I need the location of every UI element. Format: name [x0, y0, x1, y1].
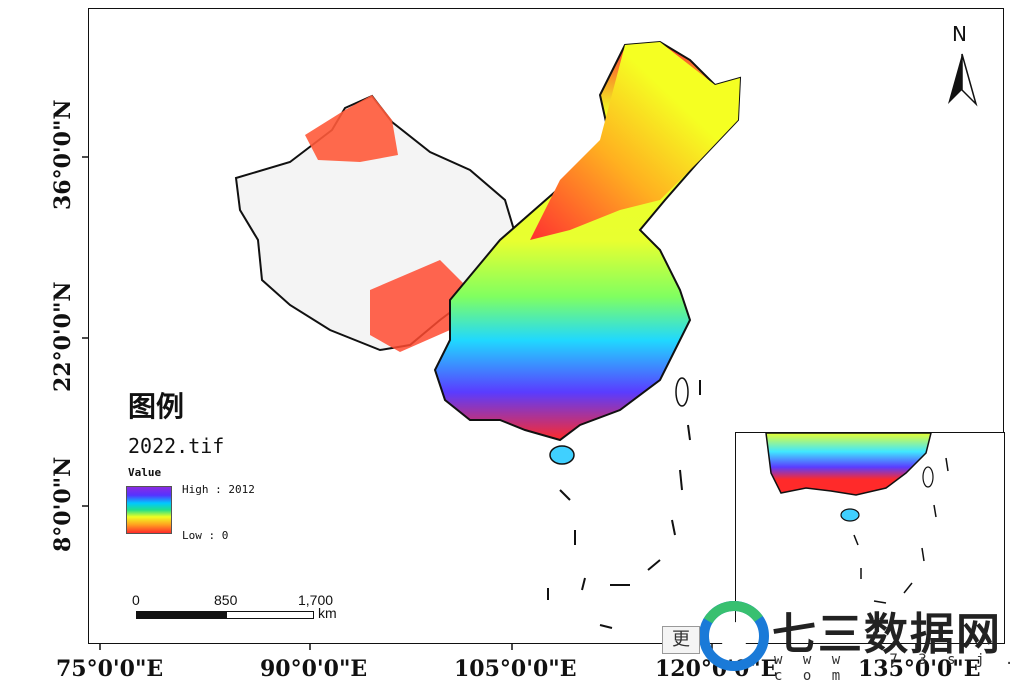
legend-file-name: 2022.tif [128, 434, 225, 458]
scalebar-segment-white [226, 611, 314, 619]
north-arrow-icon: N [940, 22, 990, 112]
watermark-brand: 七三数据网 [772, 609, 1002, 660]
sea-boundary-dashes [547, 380, 701, 629]
lon-label-105: 105°0'0"E [454, 656, 577, 682]
scalebar-label-0: 0 [132, 592, 140, 608]
legend-color-ramp [126, 486, 172, 534]
northeast-region [530, 42, 740, 240]
lat-label-36: 36°0'0"N [50, 99, 76, 210]
tibet-red-zone [370, 260, 470, 352]
lat-label-22: 22°0'0"N [50, 281, 76, 392]
xinjiang-red-zone [305, 95, 398, 162]
hainan-island [549, 445, 575, 465]
taiwan-island [675, 377, 689, 407]
scalebar-segment-black [136, 611, 226, 619]
legend-high-label: High : 2012 [182, 483, 255, 496]
watermark-url: w w w . 7 3 s j . c o m [774, 652, 1020, 684]
lat-label-8: 8°0'0"N [50, 456, 76, 552]
scalebar-label-1700: 1,700 [298, 592, 334, 608]
legend-low-label: Low : 0 [182, 529, 229, 542]
more-button[interactable]: 更 [662, 626, 700, 654]
scalebar-unit: km [318, 605, 337, 621]
legend-title: 图例 [128, 390, 185, 423]
lon-label-135: 135°0'0"E [858, 656, 981, 682]
north-label: N [952, 22, 967, 46]
inset-map [735, 432, 1005, 644]
scalebar-label-850: 850 [214, 592, 238, 608]
legend-value-label: Value [128, 466, 162, 479]
lon-label-75: 75°0'0"E [56, 656, 164, 682]
watermark-logo-icon [700, 601, 769, 671]
lon-label-90: 90°0'0"E [260, 656, 368, 682]
